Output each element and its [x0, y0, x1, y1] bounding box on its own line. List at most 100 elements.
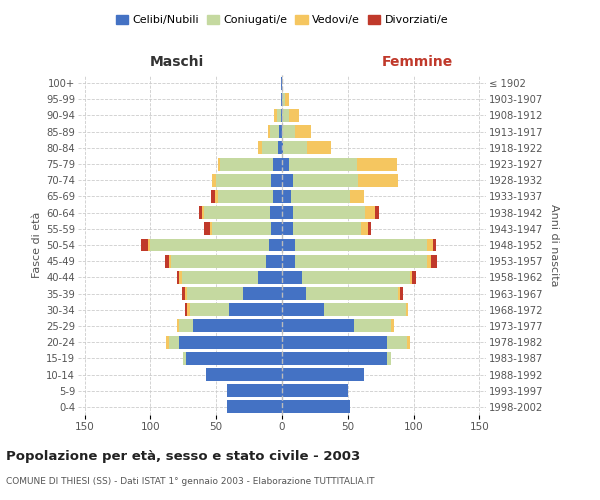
Bar — [295, 238, 427, 252]
Bar — [182, 287, 185, 300]
Bar — [282, 158, 289, 170]
Bar — [281, 93, 282, 106]
Bar — [185, 304, 187, 316]
Bar — [427, 254, 431, 268]
Bar — [206, 368, 282, 381]
Bar — [376, 206, 379, 219]
Bar — [185, 287, 187, 300]
Bar — [179, 271, 182, 284]
Bar — [271, 174, 282, 186]
Bar — [291, 190, 350, 203]
Bar — [278, 142, 282, 154]
Legend: Celibi/Nubili, Coniugati/e, Vedovi/e, Divorziati/e: Celibi/Nubili, Coniugati/e, Vedovi/e, Di… — [112, 10, 452, 30]
Bar — [307, 142, 331, 154]
Bar — [305, 287, 398, 300]
Bar — [282, 352, 387, 365]
Bar — [182, 271, 259, 284]
Bar — [169, 254, 172, 268]
Bar — [212, 222, 271, 235]
Bar — [400, 287, 403, 300]
Bar — [282, 238, 295, 252]
Bar — [220, 158, 273, 170]
Bar — [199, 206, 202, 219]
Bar — [187, 304, 190, 316]
Bar — [293, 206, 365, 219]
Bar — [212, 174, 216, 186]
Bar — [282, 384, 348, 397]
Bar — [227, 400, 282, 413]
Text: COMUNE DI THIESI (SS) - Dati ISTAT 1° gennaio 2003 - Elaborazione TUTTITALIA.IT: COMUNE DI THIESI (SS) - Dati ISTAT 1° ge… — [6, 478, 374, 486]
Bar — [179, 336, 282, 348]
Bar — [190, 304, 229, 316]
Bar — [431, 254, 437, 268]
Bar — [407, 336, 410, 348]
Bar — [141, 238, 148, 252]
Bar — [277, 109, 281, 122]
Bar — [282, 109, 289, 122]
Bar — [324, 304, 406, 316]
Bar — [282, 304, 324, 316]
Bar — [350, 190, 364, 203]
Bar — [358, 174, 398, 186]
Bar — [177, 320, 179, 332]
Bar — [270, 125, 280, 138]
Bar — [282, 125, 295, 138]
Y-axis label: Anni di nascita: Anni di nascita — [549, 204, 559, 286]
Bar — [282, 336, 387, 348]
Bar — [398, 287, 400, 300]
Bar — [282, 174, 293, 186]
Bar — [269, 238, 282, 252]
Bar — [281, 109, 282, 122]
Bar — [274, 109, 277, 122]
Bar — [218, 190, 273, 203]
Bar — [387, 336, 407, 348]
Bar — [282, 287, 305, 300]
Bar — [205, 206, 270, 219]
Bar — [282, 206, 293, 219]
Bar — [169, 336, 179, 348]
Bar — [183, 352, 186, 365]
Bar — [406, 304, 409, 316]
Bar — [148, 238, 151, 252]
Bar — [282, 254, 295, 268]
Bar — [259, 142, 262, 154]
Bar — [427, 238, 433, 252]
Bar — [391, 320, 394, 332]
Bar — [433, 238, 436, 252]
Bar — [282, 271, 302, 284]
Bar — [273, 158, 282, 170]
Bar — [186, 352, 282, 365]
Bar — [273, 190, 282, 203]
Bar — [280, 125, 282, 138]
Bar — [172, 254, 266, 268]
Bar — [179, 320, 193, 332]
Bar — [293, 222, 361, 235]
Bar — [281, 76, 282, 90]
Bar — [410, 271, 412, 284]
Bar — [282, 320, 355, 332]
Bar — [259, 271, 282, 284]
Bar — [187, 287, 242, 300]
Bar — [166, 336, 169, 348]
Bar — [289, 109, 299, 122]
Bar — [271, 222, 282, 235]
Bar — [177, 271, 179, 284]
Text: Femmine: Femmine — [382, 55, 452, 69]
Bar — [165, 254, 169, 268]
Bar — [295, 125, 311, 138]
Text: Popolazione per età, sesso e stato civile - 2003: Popolazione per età, sesso e stato civil… — [6, 450, 360, 463]
Bar — [262, 142, 278, 154]
Bar — [202, 206, 205, 219]
Bar — [215, 190, 218, 203]
Bar — [355, 320, 391, 332]
Bar — [229, 304, 282, 316]
Bar — [242, 287, 282, 300]
Bar — [295, 254, 427, 268]
Bar — [368, 222, 371, 235]
Bar — [412, 271, 416, 284]
Bar — [216, 174, 271, 186]
Bar — [283, 142, 307, 154]
Bar — [282, 190, 291, 203]
Bar — [266, 254, 282, 268]
Bar — [270, 206, 282, 219]
